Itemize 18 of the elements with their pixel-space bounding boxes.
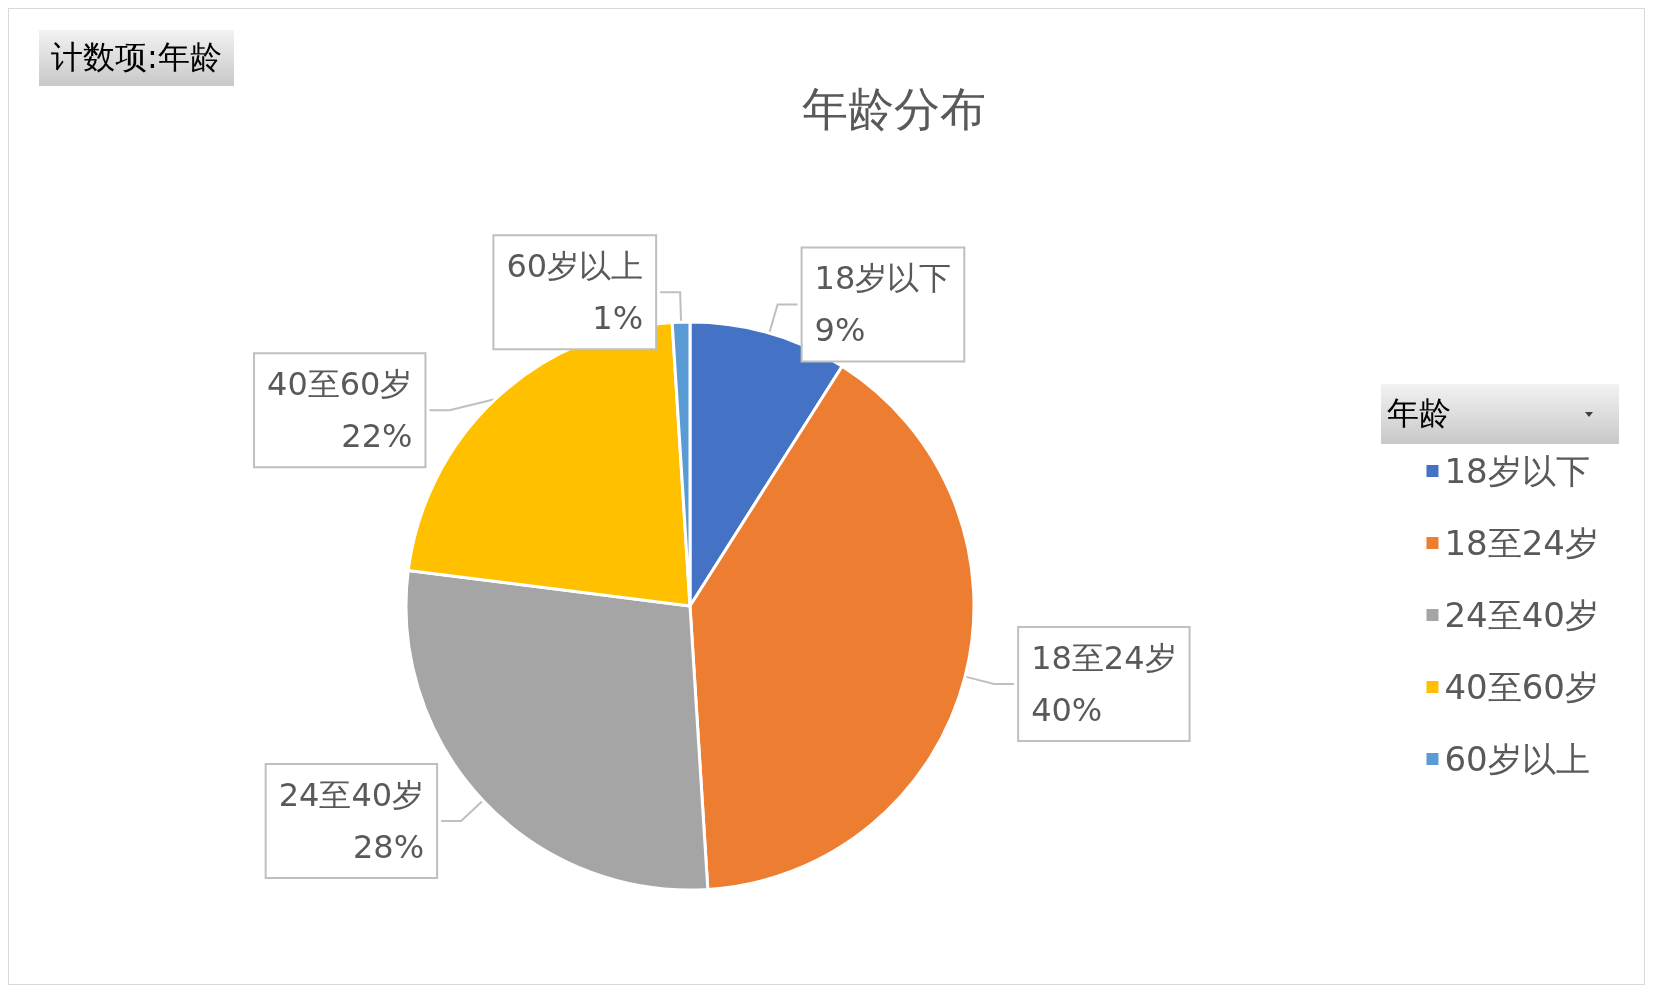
- slice-label: 24至40岁: [278, 775, 425, 814]
- data-label: 1%: [592, 299, 644, 338]
- legend-label: 18岁以下: [1444, 451, 1590, 491]
- slice-label: 40至60岁: [267, 365, 413, 404]
- text: 计数项:年龄: [39, 30, 234, 86]
- data-label: 28%: [352, 827, 425, 866]
- slice-label: 18岁以下: [814, 259, 952, 298]
- chart-title: 年龄分布: [802, 82, 986, 136]
- legend-title: 年龄: [1381, 384, 1619, 444]
- legend-label: 60岁以上: [1444, 739, 1590, 779]
- data-label: 22%: [341, 417, 413, 456]
- data-label: 9%: [814, 311, 866, 350]
- legend-label: 24至40岁: [1444, 595, 1599, 635]
- data-label: 40%: [1031, 691, 1103, 730]
- slice-label: 60岁以上: [506, 247, 644, 286]
- slice-label: 18至24岁: [1031, 639, 1177, 678]
- legend-label: 40至60岁: [1444, 667, 1599, 707]
- legend-label: 18至24岁: [1444, 523, 1599, 563]
